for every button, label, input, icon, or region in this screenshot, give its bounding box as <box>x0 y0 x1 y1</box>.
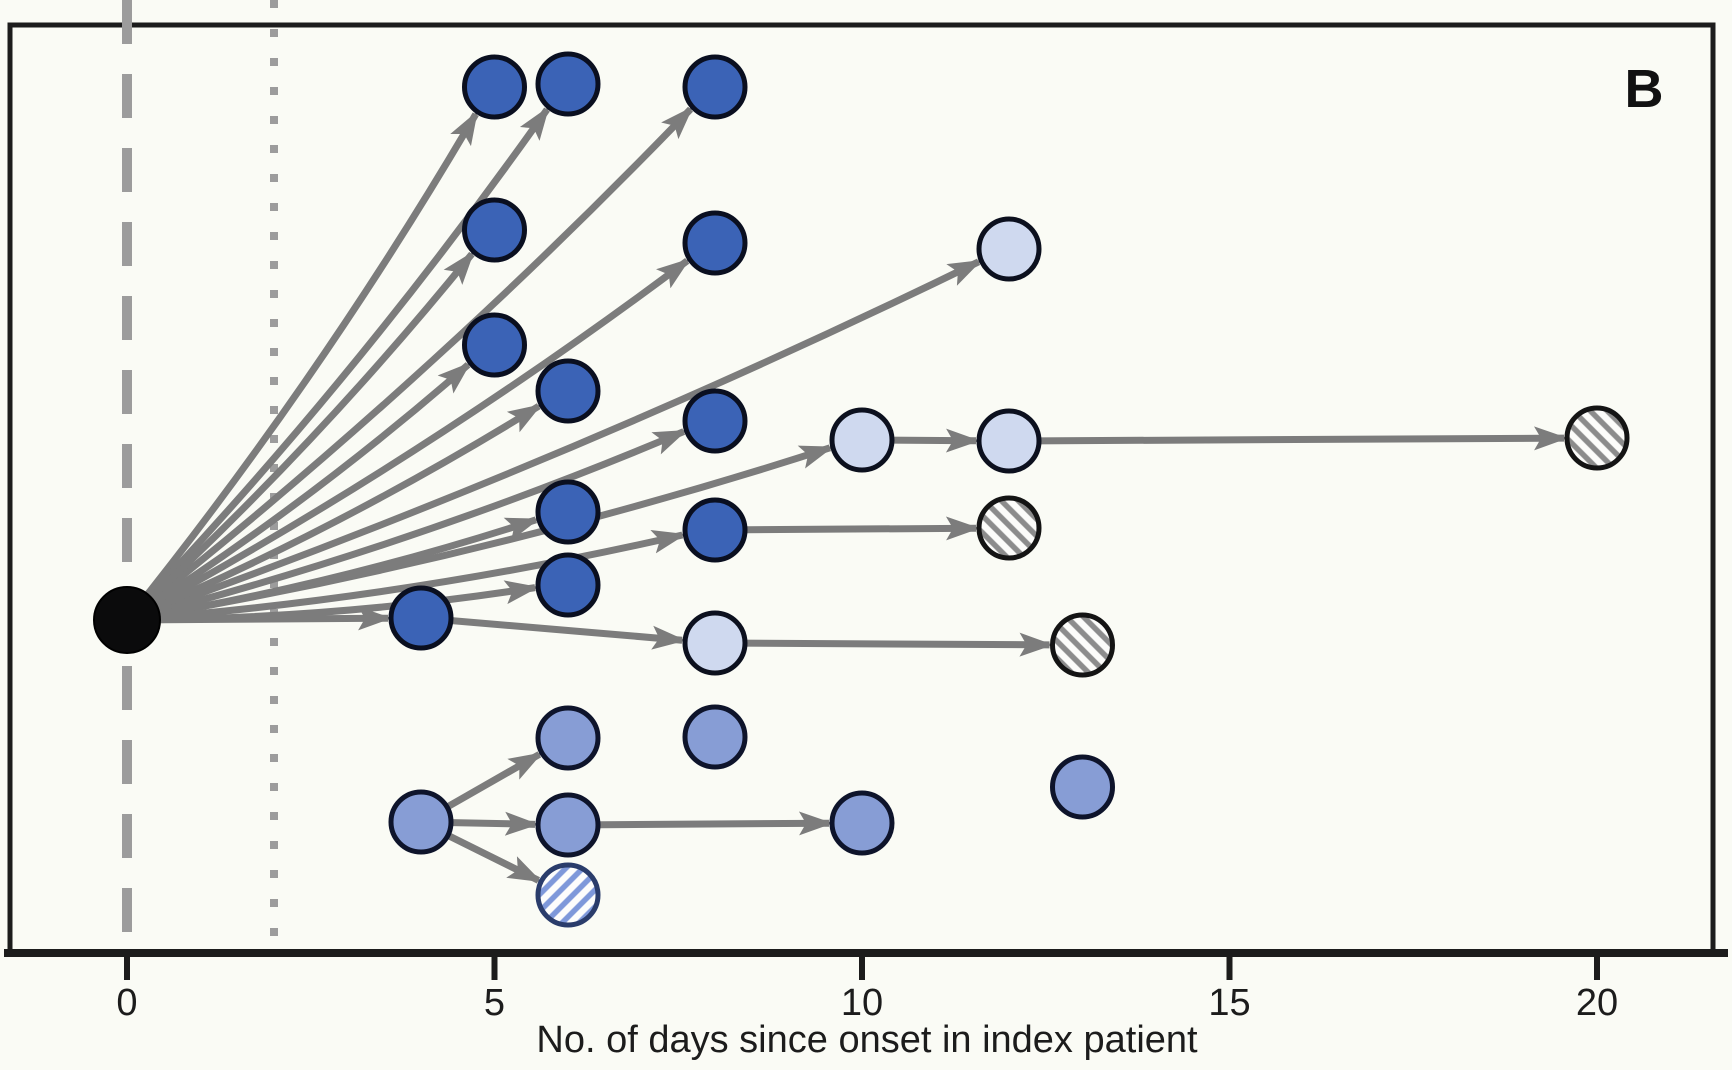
case-node-hatched-blue-day6 <box>535 862 601 928</box>
case-node-medium-day8 <box>682 704 748 770</box>
case-node-medium-day10 <box>829 790 895 856</box>
case-node-light-day10 <box>829 407 895 473</box>
x-axis-tick-label-0: 0 <box>116 982 137 1024</box>
transmission-arrow-index-to-c4 <box>124 250 475 623</box>
case-node-dark-day8 <box>682 388 748 454</box>
case-node-dark-day6 <box>535 358 601 424</box>
case-node-light-day12 <box>976 216 1042 282</box>
case-node-medium-day4 <box>388 789 454 855</box>
x-axis-tick-label-10: 10 <box>841 982 883 1024</box>
case-node-dark-day5 <box>462 54 527 120</box>
transmission-arrow-index-to-c1 <box>124 110 479 623</box>
case-node-medium-day13 <box>1050 754 1115 820</box>
case-node-medium-day6 <box>535 705 601 771</box>
index-patient-node-day0 <box>93 586 161 654</box>
transmission-arrow-index-to-c7 <box>125 362 472 623</box>
transmission-arrow-index-to-c9 <box>126 428 688 624</box>
x-axis: 0 5 10 15 20 <box>4 949 1728 1024</box>
transmission-arrow-index-to-c13 <box>126 516 540 624</box>
case-node-dark-day6 <box>535 479 601 545</box>
transmission-arrows-layer <box>124 106 1568 884</box>
case-node-dark-day5 <box>462 197 527 263</box>
transmission-arrow-index-to-c8 <box>125 403 543 624</box>
case-node-dark-day6 <box>535 552 601 618</box>
transmission-arrow-index-to-c6 <box>125 258 983 624</box>
case-node-dark-day4 <box>388 585 454 651</box>
x-axis-tick-label-15: 15 <box>1208 982 1250 1024</box>
transmission-arrow-c22-to-c24 <box>567 811 834 836</box>
case-node-hatched-gray-day20 <box>1564 405 1630 471</box>
transmission-arrow-c14-to-c15 <box>714 516 981 541</box>
transmission-arrow-index-to-c14 <box>126 530 687 624</box>
case-node-hatched-gray-day12 <box>976 495 1042 561</box>
x-axis-tick-label-5: 5 <box>484 982 505 1024</box>
transmission-arrow-c18-to-c19 <box>714 632 1054 657</box>
panel-label: B <box>1625 59 1664 119</box>
x-axis-tick-label-20: 20 <box>1576 982 1618 1024</box>
transmission-arrow-index-to-c3 <box>124 106 694 623</box>
transmission-arrow-c17-to-c18 <box>420 614 687 650</box>
transmission-arrow-c11-to-c12 <box>1008 426 1568 451</box>
case-nodes-layer <box>93 51 1630 928</box>
case-node-light-day12 <box>976 408 1042 474</box>
case-node-medium-day6 <box>535 792 601 858</box>
case-node-dark-day8 <box>682 54 748 120</box>
case-node-hatched-gray-day13 <box>1050 612 1115 678</box>
guideline-layer <box>122 0 278 947</box>
case-node-dark-day6 <box>535 51 601 117</box>
case-node-dark-day5 <box>462 312 527 378</box>
case-node-dark-day8 <box>682 210 748 276</box>
transmission-arrow-index-to-c2 <box>124 106 550 623</box>
case-node-light-day8 <box>682 610 748 676</box>
transmission-arrow-index-to-c5 <box>125 258 691 624</box>
x-axis-title: No. of days since onset in index patient <box>536 1019 1198 1061</box>
transmission-arrow-index-to-c17 <box>126 606 393 631</box>
case-node-dark-day8 <box>682 497 748 563</box>
